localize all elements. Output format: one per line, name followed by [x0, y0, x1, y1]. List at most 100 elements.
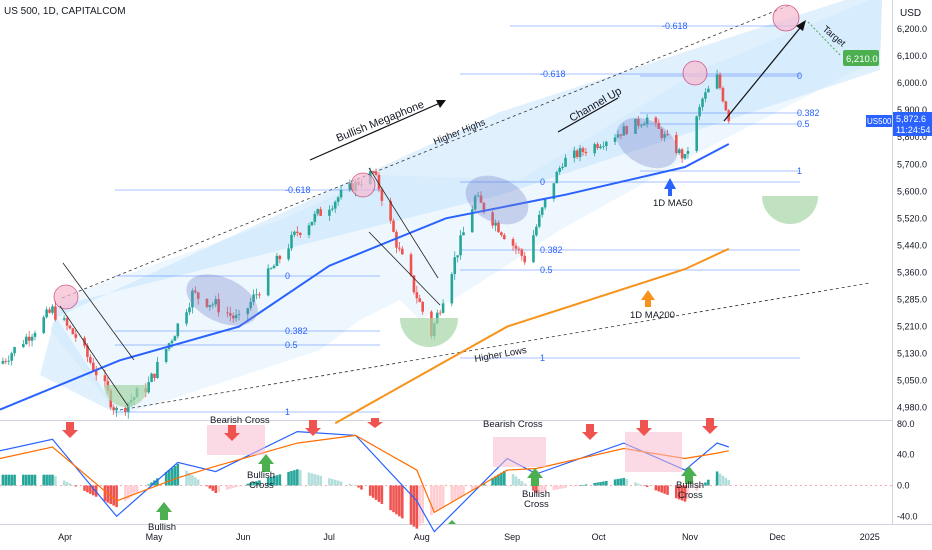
candle-body: [249, 301, 252, 309]
macd-bar: [462, 485, 465, 496]
time-tick-label: Sep: [504, 532, 520, 542]
candle-body: [62, 318, 66, 320]
macd-bar: [164, 472, 168, 486]
macd-bar: [126, 485, 130, 499]
bearish-cross-label-1: Bearish Cross: [210, 415, 270, 426]
macd-bar: [13, 474, 16, 486]
candle-body: [68, 325, 72, 329]
macd-bar: [249, 482, 252, 486]
candle-body: [371, 171, 375, 173]
candle-body: [572, 150, 576, 158]
macd-bar: [48, 474, 51, 486]
price-tick-label: 6,200.0: [897, 24, 927, 34]
macd-bar: [438, 485, 442, 509]
candle-body: [328, 209, 331, 216]
price-tick-label: 5,210.0: [897, 322, 927, 332]
candle-body: [718, 74, 722, 88]
time-axis[interactable]: Apr May Jun Jul Aug Sep Oct Nov Dec 2025: [58, 532, 880, 542]
candle-body: [74, 334, 78, 338]
candle-body: [421, 301, 424, 312]
fib2-neg-label: -0.618: [540, 69, 566, 79]
macd-bar: [578, 485, 582, 486]
macd-bar: [255, 481, 258, 486]
ma50-line: [0, 143, 730, 411]
candle-body: [666, 134, 669, 136]
macd-bar: [246, 483, 250, 486]
symbol-tag: US500: [867, 117, 892, 126]
candle-body: [564, 157, 567, 167]
candle-body: [331, 208, 334, 210]
macd-bar: [637, 483, 640, 486]
candle-body: [683, 153, 687, 159]
top-circle-3: [682, 60, 708, 86]
time-tick-label: Dec: [769, 532, 786, 542]
macd-bar: [287, 471, 290, 486]
macd-bar: [156, 478, 159, 486]
candle-body: [115, 407, 118, 411]
candle-body: [269, 268, 273, 270]
price-axis[interactable]: 6,200.0 6,100.0 6,000.0 5,900.0 5,800.0 5,700…: [897, 24, 927, 413]
candle-body: [409, 254, 413, 276]
candle-body: [307, 225, 311, 236]
candle-body: [112, 407, 115, 411]
candle-body: [634, 118, 637, 134]
candle-body: [625, 126, 629, 134]
candle-body: [389, 200, 392, 221]
fib-labels: -0.618 0 0.382 0.5 1 -0.618 0 0.382 0.5 …: [285, 21, 820, 417]
macd-bar: [616, 478, 620, 486]
macd-bar: [91, 485, 95, 496]
macd-bar: [237, 485, 241, 487]
candle-body: [217, 299, 220, 313]
candle-body: [27, 336, 31, 341]
macd-bar: [194, 477, 197, 486]
candle-body: [208, 305, 212, 307]
macd-bar: [459, 485, 462, 497]
candle-body: [150, 373, 153, 383]
time-tick-label: Jul: [323, 532, 335, 542]
macd-bar: [150, 482, 153, 486]
arrows: [309, 20, 841, 307]
macd-bar: [328, 478, 331, 486]
candle-body: [191, 290, 194, 308]
macd-bar: [599, 481, 602, 486]
macd-bar: [400, 485, 404, 519]
macd-bar: [540, 485, 544, 493]
fib-lines: [115, 25, 800, 413]
candle-body: [22, 344, 25, 348]
macd-bar: [51, 474, 54, 486]
fib2-a-label: 0.382: [540, 245, 563, 255]
macd-bar: [450, 485, 454, 503]
macd-bar: [619, 478, 623, 486]
candle-body: [339, 189, 343, 198]
macd-bar: [290, 470, 293, 486]
price-pane[interactable]: [0, 0, 892, 420]
candle-body: [147, 382, 150, 393]
macd-bar: [252, 482, 255, 486]
macd-bar: [435, 485, 439, 511]
macd-tick-label: 40.0: [897, 450, 915, 460]
price-tick-label: 5,050.0: [897, 376, 927, 386]
candle-body: [126, 402, 130, 412]
macd-bar: [552, 485, 556, 491]
macd-bar: [316, 474, 320, 486]
candle-body: [1, 360, 5, 364]
macd-axis[interactable]: 80.0 40.0 0.0 -40.0: [897, 419, 918, 521]
macd-bar: [412, 485, 416, 527]
bullish-partial-label: Bullish: [148, 522, 176, 533]
bullish-cross-label-3b: Cross: [678, 490, 703, 501]
symbol-tag-bg: [866, 115, 892, 127]
candle-body: [42, 317, 46, 334]
macd-bar: [494, 476, 497, 486]
candle-body: [640, 125, 643, 127]
macd-pane[interactable]: [0, 420, 892, 524]
macd-arrows: [62, 418, 718, 524]
macd-bar: [228, 485, 232, 489]
candle-body: [86, 345, 89, 358]
correction-lines: [59, 167, 441, 407]
candle-body: [701, 98, 704, 108]
price-tick-label: 5,900.0: [897, 105, 927, 115]
candle-body: [438, 312, 442, 314]
macd-bar: [71, 484, 75, 486]
candle-body: [266, 268, 270, 296]
bearish-cross-label-2: Bearish Cross: [483, 419, 543, 430]
